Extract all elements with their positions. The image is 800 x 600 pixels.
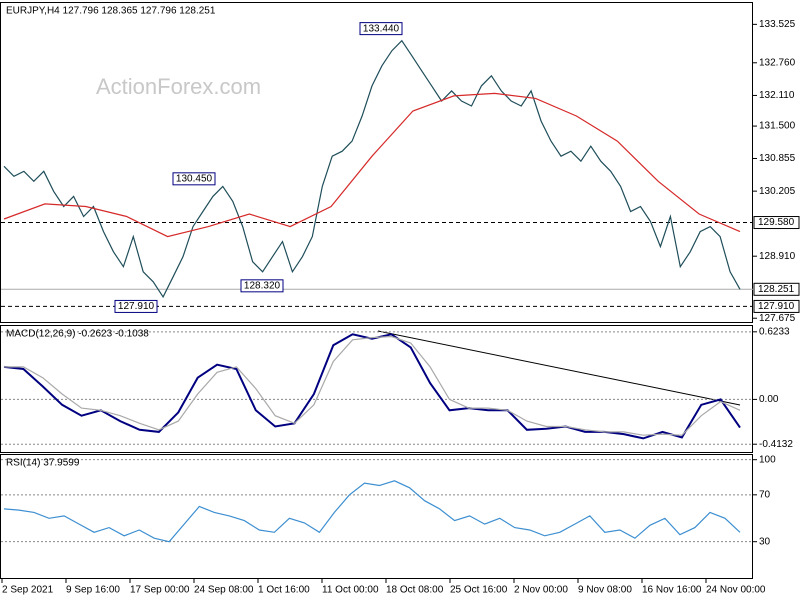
y-tick-label: 70	[759, 489, 771, 500]
x-tick-label: 18 Oct 08:00	[386, 585, 444, 596]
y-tick-label: 133.525	[759, 19, 796, 30]
watermark: ActionForex.com	[96, 74, 261, 99]
series-line	[3, 480, 741, 543]
rsi-panel	[0, 454, 753, 579]
y-tick-label: 132.110	[759, 90, 795, 101]
annotation-box	[114, 299, 158, 313]
y-tick-label: 132.760	[759, 57, 796, 68]
x-tick-label: 2 Sep 2021	[2, 585, 54, 596]
annotation-box	[359, 22, 403, 36]
annotation-box	[172, 172, 216, 186]
trend-line	[377, 330, 741, 406]
series-line	[3, 92, 741, 238]
y-tick-label: 0.6233	[759, 326, 790, 337]
x-tick-label: 17 Sep 00:00	[130, 585, 190, 596]
y-tick-label: 127.675	[759, 313, 796, 324]
y-tick-label: 0.00	[759, 394, 779, 405]
x-tick-label: 11 Oct 00:00	[322, 585, 379, 596]
level-box	[753, 282, 800, 296]
x-tick-label: 9 Nov 08:00	[578, 585, 632, 596]
level-label: 127.910	[758, 301, 795, 312]
y-tick-label: -0.4132	[759, 439, 793, 450]
x-tick-label: 9 Sep 16:00	[66, 585, 120, 596]
x-tick-label: 24 Sep 08:00	[194, 585, 254, 596]
x-tick-label: 2 Nov 00:00	[514, 585, 568, 596]
annotation-box	[240, 279, 284, 293]
annotation-label: 128.320	[244, 280, 281, 291]
x-tick-label: 25 Oct 16:00	[450, 585, 508, 596]
level-label: 129.580	[758, 217, 795, 228]
x-tick-label: 1 Oct 16:00	[258, 585, 310, 596]
level-box	[753, 216, 800, 230]
panel-title: MACD(12,26,9) -0.2623 -0.1038	[6, 329, 149, 340]
series-line	[3, 39, 741, 299]
annotation-label: 130.450	[176, 173, 213, 184]
macd-panel	[0, 325, 753, 453]
y-tick-label: 130.855	[759, 153, 796, 164]
y-tick-label: 100	[759, 454, 776, 465]
series-line	[3, 333, 741, 440]
annotation-label: 133.440	[363, 23, 400, 34]
level-box	[753, 299, 800, 313]
y-tick-label: 130.205	[759, 186, 796, 197]
y-tick-label: 128.910	[759, 251, 796, 262]
x-tick-label: 24 Nov 00:00	[706, 585, 766, 596]
x-tick-label: 16 Nov 16:00	[642, 585, 702, 596]
y-tick-label: 30	[759, 536, 771, 547]
series-line	[4, 335, 741, 436]
annotation-label: 127.910	[118, 301, 155, 312]
panel-title: RSI(14) 37.9599	[6, 458, 80, 469]
y-tick-label: 131.500	[759, 121, 796, 132]
panel-title: EURJPY,H4 127.796 128.365 127.796 128.25…	[6, 6, 216, 17]
price-panel	[0, 2, 753, 323]
level-label: 128.251	[758, 284, 795, 295]
